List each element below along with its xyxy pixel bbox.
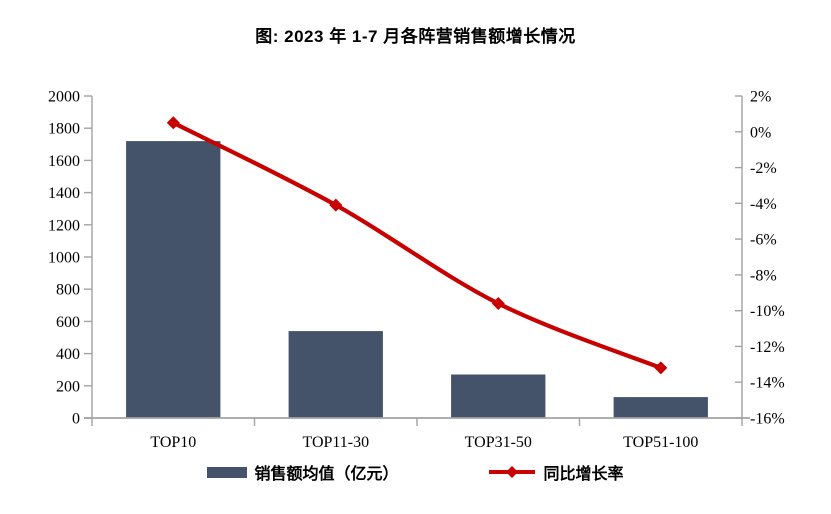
growth-line (171, 120, 663, 370)
chart-title: 图: 2023 年 1-7 月各阵营销售额增长情况 (255, 27, 576, 46)
bar-TOP10 (126, 141, 221, 418)
left-axis-tick-label: 0 (72, 411, 80, 428)
left-axis-tick-label: 1600 (48, 153, 80, 170)
legend-label: 销售额均值（亿元） (254, 466, 399, 483)
category-label-TOP11-30: TOP11-30 (302, 434, 369, 451)
category-label-TOP10: TOP10 (150, 434, 196, 451)
right-axis-tick-label: -4% (750, 196, 777, 213)
left-axis-tick-label: 200 (56, 378, 80, 395)
chart-legend: 销售额均值（亿元） 同比增长率 (0, 460, 831, 484)
left-axis-tick-label: 600 (56, 314, 80, 331)
left-axis-tick-label: 1800 (48, 121, 80, 138)
right-axis-tick-label: 2% (750, 89, 771, 106)
diamond-marker-TOP10 (166, 116, 180, 130)
diamond-marker-TOP11-30 (329, 198, 343, 212)
right-axis-tick-label: -2% (750, 160, 777, 177)
legend-item-bars: 销售额均值（亿元） (207, 460, 399, 484)
right-axis-tick-label: 0% (750, 124, 771, 141)
left-axis-tick-label: 800 (56, 282, 80, 299)
legend-bar-swatch (207, 466, 248, 478)
left-axis-tick-label: 1000 (48, 250, 80, 267)
legend-label: 同比增长率 (543, 466, 624, 483)
right-axis-tick-label: -12% (750, 339, 785, 356)
right-axis-tick-label: -16% (750, 411, 785, 428)
legend-line-swatch (488, 466, 535, 478)
legend-diamond-icon (505, 466, 518, 478)
right-axis-tick-label: -6% (750, 232, 777, 249)
bar-TOP51-100 (613, 397, 708, 418)
right-axis-tick-label: -10% (750, 303, 785, 320)
bar-TOP31-50 (451, 374, 546, 418)
category-label-TOP31-50: TOP31-50 (465, 434, 532, 451)
diamond-marker-TOP31-50 (491, 297, 505, 310)
bar-TOP11-30 (288, 331, 383, 418)
category-label-TOP51-100: TOP51-100 (623, 434, 698, 451)
diamond-marker-TOP51-100 (654, 361, 668, 375)
right-axis-tick-label: -8% (750, 267, 777, 284)
left-axis-tick-label: 1200 (48, 217, 80, 234)
left-axis-tick-label: 2000 (48, 89, 80, 106)
right-axis-tick-label: -14% (750, 375, 785, 392)
left-axis-tick-label: 400 (56, 346, 80, 363)
left-axis-tick-label: 1400 (48, 185, 80, 202)
legend-item-line: 同比增长率 (487, 460, 624, 484)
